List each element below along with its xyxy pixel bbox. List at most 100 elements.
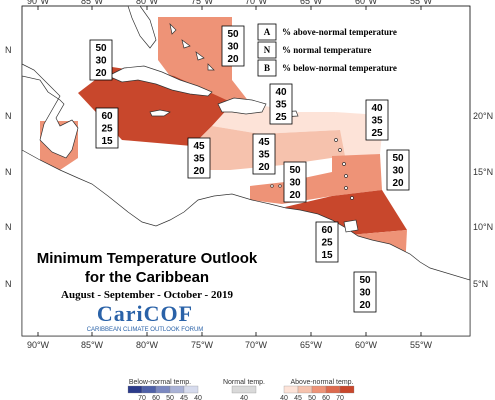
colorbar-below-label: Below-normal temp. — [129, 379, 191, 386]
colorbar-swatch — [297, 385, 313, 394]
prob-value: 60 — [101, 111, 113, 122]
legend-key-box-normal — [257, 41, 277, 59]
lat-tick-right: 10°N — [473, 222, 493, 232]
colorbar-above-label: Above-normal temp. — [290, 379, 353, 386]
colorbar-tick: 50 — [308, 395, 316, 400]
prob-value: 50 — [95, 43, 107, 54]
colorbar-normal-label: Normal temp. — [223, 379, 265, 386]
lon-tick-bottom: 60°W — [355, 340, 378, 350]
legend-text-above: % above-normal temperature — [282, 27, 397, 37]
region-windwards — [332, 154, 382, 196]
prob-value: 25 — [101, 124, 113, 135]
colorbar-swatch-normal — [231, 385, 257, 394]
colorbar-tick: 45 — [294, 395, 302, 400]
florida-coast — [127, 5, 157, 49]
lon-tick-bottom: 70°W — [245, 340, 268, 350]
colorbar-above: 40 45 50 60 70 — [280, 385, 355, 400]
lat-ticks-left: N N N N N — [5, 45, 12, 289]
caricof-logo: CariCOF CARIBBEAN CLIMATE OUTLOOK FORUM — [70, 301, 220, 341]
prob-value: 20 — [227, 54, 239, 65]
legend-text-below: % below-normal temperature — [282, 63, 397, 73]
island-dot — [278, 184, 282, 188]
lon-tick-bottom: 90°W — [27, 340, 50, 350]
prob-value: 45 — [258, 137, 270, 148]
prob-value: 20 — [258, 162, 270, 173]
lat-tick-right: 15°N — [473, 167, 493, 177]
lon-tick-top: 90°W — [27, 0, 50, 6]
lon-tick-top: 70°W — [245, 0, 268, 6]
prob-value: 60 — [321, 225, 333, 236]
prob-value: 50 — [392, 153, 404, 164]
logo-subtitle: CARIBBEAN CLIMATE OUTLOOK FORUM — [86, 327, 204, 333]
colorbar-swatch — [155, 385, 171, 394]
lon-tick-top: 55°W — [410, 0, 433, 6]
island-dot — [344, 186, 348, 190]
prob-value: 15 — [321, 250, 333, 261]
lat-tick-right: 5°N — [473, 279, 488, 289]
colorbar-swatch — [339, 385, 355, 394]
lat-ticks-right: 20°N 15°N 10°N 5°N — [473, 111, 493, 289]
island-dot — [342, 162, 346, 166]
prob-value: 25 — [321, 238, 333, 249]
lon-tick-top: 60°W — [355, 0, 378, 6]
probability-boxes: 5030205030206025154035254035254535204535… — [89, 25, 410, 313]
prob-value: 25 — [275, 112, 287, 123]
prob-value: 40 — [275, 87, 287, 98]
lon-tick-bottom: 85°W — [81, 340, 104, 350]
prob-value: 15 — [101, 136, 113, 147]
prob-value: 30 — [359, 288, 371, 299]
colorbar-tick: 70 — [138, 395, 146, 400]
lon-tick-bottom: 80°W — [136, 340, 159, 350]
logo-name: CariCOF — [96, 301, 194, 326]
lat-tick-left: N — [5, 222, 12, 232]
lon-tick-top: 85°W — [81, 0, 104, 6]
colorbar-tick: 50 — [166, 395, 174, 400]
colorbar-normal: 40 — [231, 385, 257, 400]
lon-tick-top: 80°W — [136, 0, 159, 6]
prob-value: 20 — [289, 190, 301, 201]
prob-value: 30 — [392, 166, 404, 177]
lon-ticks-bottom: 90°W 85°W 80°W 75°W 70°W 65°W 60°W 55°W — [27, 332, 433, 350]
island-dot — [350, 196, 354, 200]
colorbar-tick: 40 — [240, 395, 248, 400]
lat-tick-left: N — [5, 279, 12, 289]
lon-tick-bottom: 65°W — [300, 340, 323, 350]
lat-tick-left: N — [5, 45, 12, 55]
legend-key-normal: N — [264, 45, 271, 55]
colorbar-below: 70 60 50 45 40 — [127, 385, 202, 400]
forecast-period: August - September - October - 2019 — [61, 289, 233, 301]
legend-key-box-below — [257, 59, 277, 77]
colorbar-tick: 40 — [194, 395, 202, 400]
colorbar-swatch — [311, 385, 327, 394]
island-dot — [334, 138, 338, 142]
prob-value: 20 — [392, 178, 404, 189]
lat-tick-left: N — [5, 167, 12, 177]
island-dot — [270, 184, 274, 188]
prob-value: 20 — [95, 68, 107, 79]
lon-tick-bottom: 75°W — [191, 340, 214, 350]
prob-value: 30 — [95, 56, 107, 67]
prob-value: 45 — [193, 141, 205, 152]
colorbar-tick: 60 — [322, 395, 330, 400]
prob-value: 20 — [359, 300, 371, 311]
colorbar-tick: 70 — [336, 395, 344, 400]
trinidad-coast — [343, 219, 359, 233]
prob-value: 35 — [193, 154, 205, 165]
legend-key-below: B — [264, 63, 270, 73]
prob-value: 50 — [227, 29, 239, 40]
prob-value: 50 — [359, 275, 371, 286]
map-title-line1: Minimum Temperature Outlook — [36, 250, 258, 267]
bahamas-islands — [169, 22, 215, 71]
prob-value: 30 — [227, 42, 239, 53]
prob-value: 35 — [258, 150, 270, 161]
lat-tick-left: N — [5, 111, 12, 121]
